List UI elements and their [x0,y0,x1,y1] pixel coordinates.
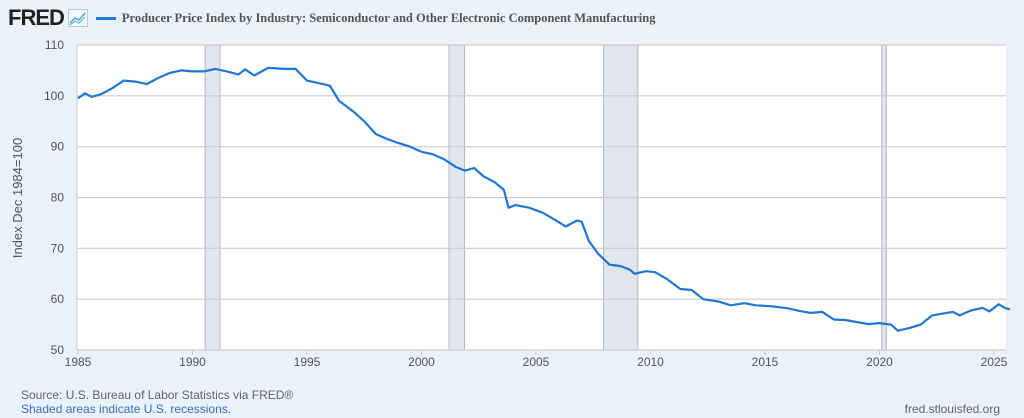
y-tick-label: 90 [51,140,65,154]
chart-header: FRED Producer Price Index by Industry: S… [8,5,655,31]
x-tick-label: 2000 [408,355,435,369]
legend-swatch [95,16,116,20]
y-tick-label: 100 [44,89,64,103]
x-tick-label: 1990 [179,355,206,369]
series-line[interactable] [77,66,1011,332]
x-tick-label: 2020 [866,355,893,369]
source-note: Source: U.S. Bureau of Labor Statistics … [21,388,294,402]
x-tick-label: 1995 [294,355,321,369]
x-tick-label: 2010 [637,355,664,369]
x-tick-label: 2015 [752,355,779,369]
x-tick-label: 2005 [523,355,550,369]
y-tick-label: 80 [51,191,65,205]
y-tick-label: 110 [45,38,64,52]
fred-logo[interactable]: FRED [8,5,65,30]
fred-url[interactable]: fred.stlouisfed.org [904,402,1000,416]
recession-note[interactable]: Shaded areas indicate U.S. recessions. [21,402,232,416]
series-title[interactable]: Producer Price Index by Industry: Semico… [121,10,656,25]
x-tick-label: 2025 [981,355,1008,369]
chart-icon [67,9,88,27]
x-tick-label: 1985 [65,355,92,369]
y-tick-label: 50 [51,343,65,357]
y-axis-label: Index Dec 1984=100 [10,138,25,258]
grid-lines [76,44,1006,351]
y-axis-ticks: 50 60 70 80 90 100 110 [44,38,64,357]
x-axis-ticks: 1985 1990 1995 2000 2005 2010 2015 2020 2025 [65,350,1008,369]
y-tick-label: 60 [51,292,65,306]
y-tick-label: 70 [51,241,65,255]
